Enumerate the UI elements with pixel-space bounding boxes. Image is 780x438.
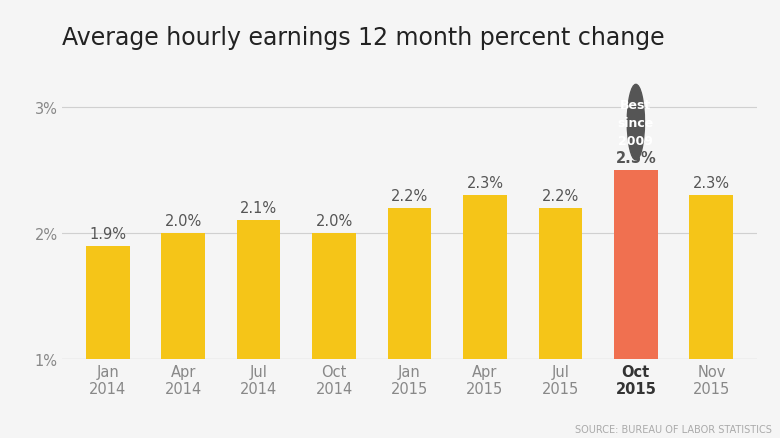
Text: SOURCE: BUREAU OF LABOR STATISTICS: SOURCE: BUREAU OF LABOR STATISTICS: [576, 424, 772, 434]
Bar: [312, 233, 356, 359]
Text: 2.5%: 2.5%: [615, 151, 656, 166]
Bar: [236, 221, 281, 359]
Bar: [538, 208, 583, 359]
Text: 2.0%: 2.0%: [315, 213, 353, 229]
Text: 2.2%: 2.2%: [391, 188, 428, 203]
Text: Best
since
2009: Best since 2009: [618, 99, 654, 147]
Text: 2.3%: 2.3%: [693, 176, 730, 191]
Text: Average hourly earnings 12 month percent change: Average hourly earnings 12 month percent…: [62, 26, 665, 50]
Bar: [690, 196, 733, 359]
Bar: [161, 233, 205, 359]
Bar: [463, 196, 507, 359]
Text: 1.9%: 1.9%: [89, 226, 126, 241]
Bar: [86, 246, 129, 359]
Text: 2.1%: 2.1%: [240, 201, 277, 216]
Text: 2.0%: 2.0%: [165, 213, 202, 229]
Ellipse shape: [627, 85, 644, 161]
Text: 2.2%: 2.2%: [542, 188, 579, 203]
Bar: [388, 208, 431, 359]
Bar: [614, 171, 658, 359]
Text: 2.3%: 2.3%: [466, 176, 503, 191]
